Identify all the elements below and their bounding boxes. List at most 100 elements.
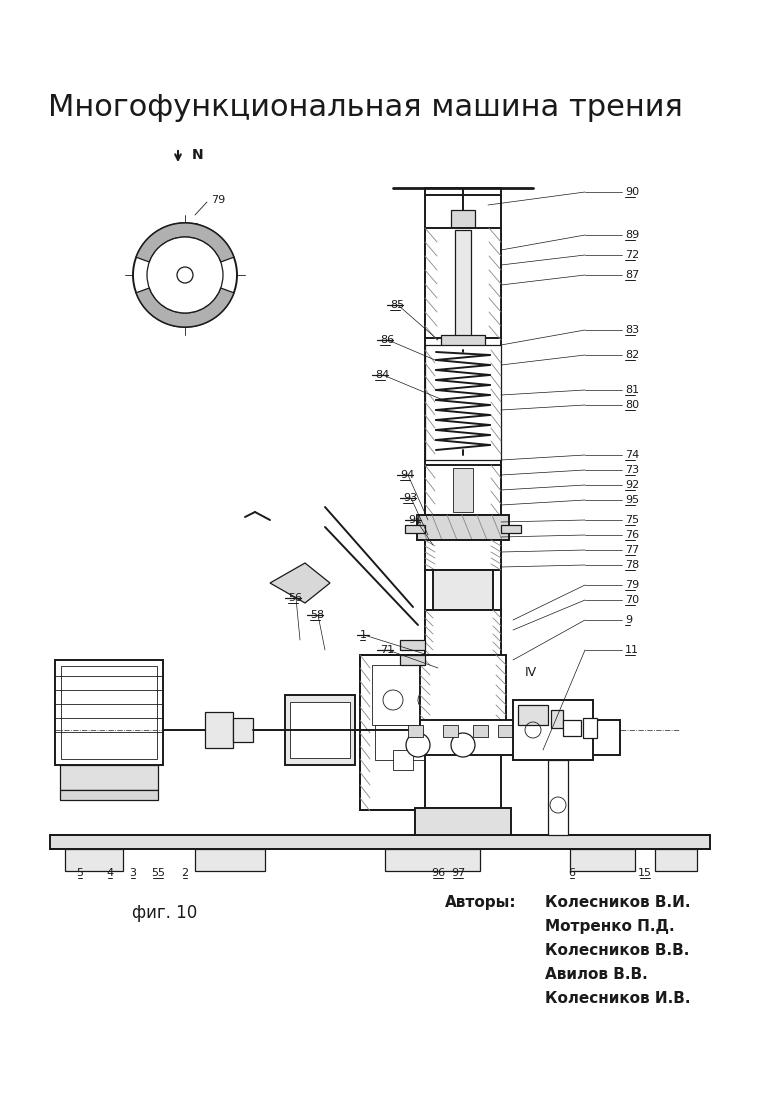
Bar	[655, 849, 697, 871]
Text: 70: 70	[625, 595, 639, 606]
Text: 3: 3	[129, 868, 136, 878]
Text: 4: 4	[106, 868, 114, 878]
Bar	[55, 660, 163, 765]
Text: Многофункциональная машина трения: Многофункциональная машина трения	[48, 94, 682, 122]
Text: 97: 97	[451, 868, 465, 878]
Text: 87: 87	[625, 270, 640, 280]
Text: 71: 71	[380, 645, 394, 655]
Text: 6: 6	[192, 223, 198, 233]
Circle shape	[406, 733, 430, 757]
Bar	[425, 610, 501, 655]
Bar	[420, 655, 506, 735]
Circle shape	[451, 733, 475, 757]
Text: 75: 75	[625, 515, 639, 525]
Bar	[360, 655, 450, 810]
Bar	[65, 849, 123, 871]
Circle shape	[418, 690, 438, 710]
Text: 79: 79	[625, 580, 640, 590]
Text: 15: 15	[638, 868, 652, 878]
Bar	[375, 725, 435, 760]
Bar	[425, 188, 501, 808]
Text: 91: 91	[408, 515, 422, 525]
Text: 5: 5	[76, 868, 83, 878]
Bar	[425, 228, 501, 338]
Text: Мотренко П.Д.: Мотренко П.Д.	[545, 919, 675, 934]
Bar	[518, 705, 548, 725]
Ellipse shape	[133, 223, 237, 326]
Bar	[498, 725, 513, 737]
Bar	[385, 849, 480, 871]
Bar	[400, 640, 425, 650]
Bar	[425, 540, 501, 570]
Text: 96: 96	[431, 868, 445, 878]
Text: 84: 84	[375, 370, 389, 381]
Text: 2: 2	[182, 868, 189, 878]
Text: 85: 85	[390, 300, 404, 310]
Text: 78: 78	[625, 560, 640, 570]
Bar	[473, 725, 488, 737]
Circle shape	[177, 267, 193, 283]
Bar	[563, 720, 581, 736]
Text: 76: 76	[625, 531, 639, 540]
Bar	[285, 695, 355, 765]
Bar	[425, 345, 501, 460]
Text: 11: 11	[625, 645, 639, 655]
Text: 1: 1	[360, 630, 367, 640]
Text: Колесников И.В.: Колесников И.В.	[545, 990, 690, 1006]
Bar	[551, 710, 563, 728]
Bar	[50, 835, 710, 849]
Text: 58: 58	[310, 610, 324, 620]
Text: 73: 73	[625, 465, 639, 475]
Bar	[290, 702, 350, 758]
Bar	[443, 725, 458, 737]
Bar	[360, 655, 450, 810]
Bar	[453, 468, 473, 512]
Bar	[425, 465, 501, 515]
Circle shape	[147, 237, 223, 313]
Bar	[420, 720, 620, 754]
Bar	[60, 790, 158, 800]
Text: 80: 80	[625, 400, 639, 410]
Bar	[233, 718, 253, 742]
Text: 55: 55	[151, 868, 165, 878]
Bar	[441, 335, 485, 347]
Bar	[400, 655, 425, 665]
Text: 72: 72	[625, 250, 640, 260]
Text: 82: 82	[625, 350, 640, 360]
Bar	[501, 525, 521, 533]
Text: 79: 79	[211, 195, 225, 205]
Bar	[195, 849, 265, 871]
Bar	[408, 725, 423, 737]
Bar	[570, 849, 635, 871]
Text: 92: 92	[625, 480, 640, 490]
Bar	[60, 765, 158, 790]
Bar	[548, 760, 568, 835]
Text: Авторы:: Авторы:	[445, 895, 516, 910]
Text: Колесников В.В.: Колесников В.В.	[545, 943, 690, 959]
Bar	[583, 718, 597, 738]
Text: 81: 81	[625, 385, 639, 395]
Bar	[451, 210, 475, 228]
Text: 93: 93	[403, 493, 417, 503]
Text: фиг. 10: фиг. 10	[133, 904, 197, 922]
Text: 86: 86	[380, 335, 394, 345]
Text: N: N	[192, 148, 204, 162]
Text: 6: 6	[569, 868, 576, 878]
Circle shape	[383, 690, 403, 710]
Text: 94: 94	[400, 470, 414, 480]
Text: Авилов В.В.: Авилов В.В.	[545, 967, 647, 982]
Bar	[417, 515, 509, 540]
Text: 95: 95	[625, 495, 639, 505]
Bar	[205, 713, 233, 748]
Bar	[433, 570, 493, 610]
Text: 83: 83	[625, 325, 639, 335]
Bar	[405, 525, 425, 533]
Bar	[415, 808, 511, 835]
Bar	[393, 750, 413, 770]
Text: 89: 89	[625, 231, 640, 240]
Bar	[455, 231, 471, 336]
Text: 90: 90	[625, 188, 639, 197]
Text: Колесников В.И.: Колесников В.И.	[545, 895, 690, 910]
Polygon shape	[270, 563, 330, 603]
Bar	[513, 700, 593, 760]
